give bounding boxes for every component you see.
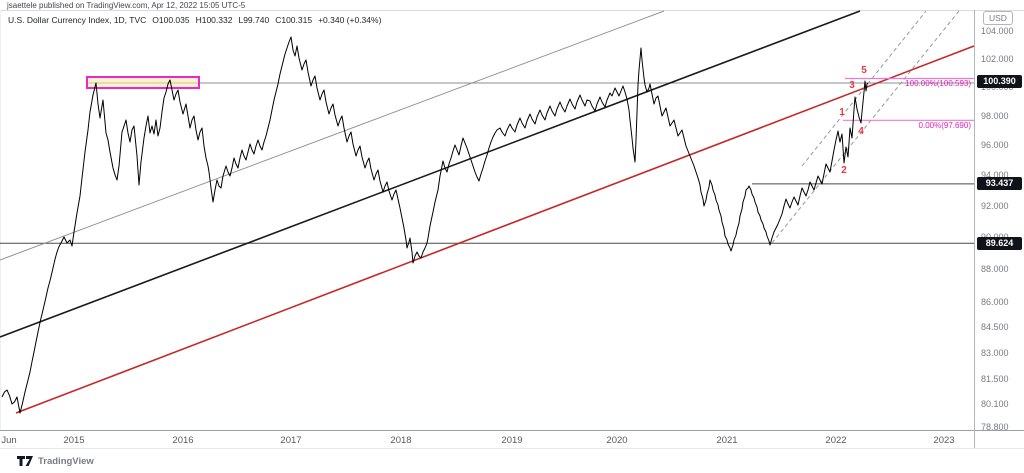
ohlc-change: +0.340 (+0.34%) <box>318 15 382 25</box>
footer-branding[interactable]: TradingView <box>17 455 94 467</box>
black-channel-line <box>0 10 861 338</box>
thin-gray-trendline <box>0 10 665 261</box>
chart-legend: U.S. Dollar Currency Index, 1D, TVC O100.… <box>8 15 387 25</box>
tradingview-logo-text: TradingView <box>38 455 94 467</box>
red-channel-line <box>15 45 975 414</box>
tradingview-logo-icon <box>17 456 33 466</box>
channel-lower-dashed <box>771 10 960 244</box>
currency-unit-badge: USD <box>983 11 1013 25</box>
attribution-text: jsaettele published on TradingView.com, … <box>7 1 246 10</box>
symbol-title: U.S. Dollar Currency Index, 1D, TVC <box>8 15 147 25</box>
ohlc-low: L99.740 <box>238 15 270 25</box>
ohlc-high: H100.332 <box>195 15 233 25</box>
ohlc-open: O100.035 <box>152 15 190 25</box>
highlight-box <box>86 76 200 89</box>
price-line <box>1 36 869 414</box>
ohlc-close: C100.315 <box>275 15 313 25</box>
